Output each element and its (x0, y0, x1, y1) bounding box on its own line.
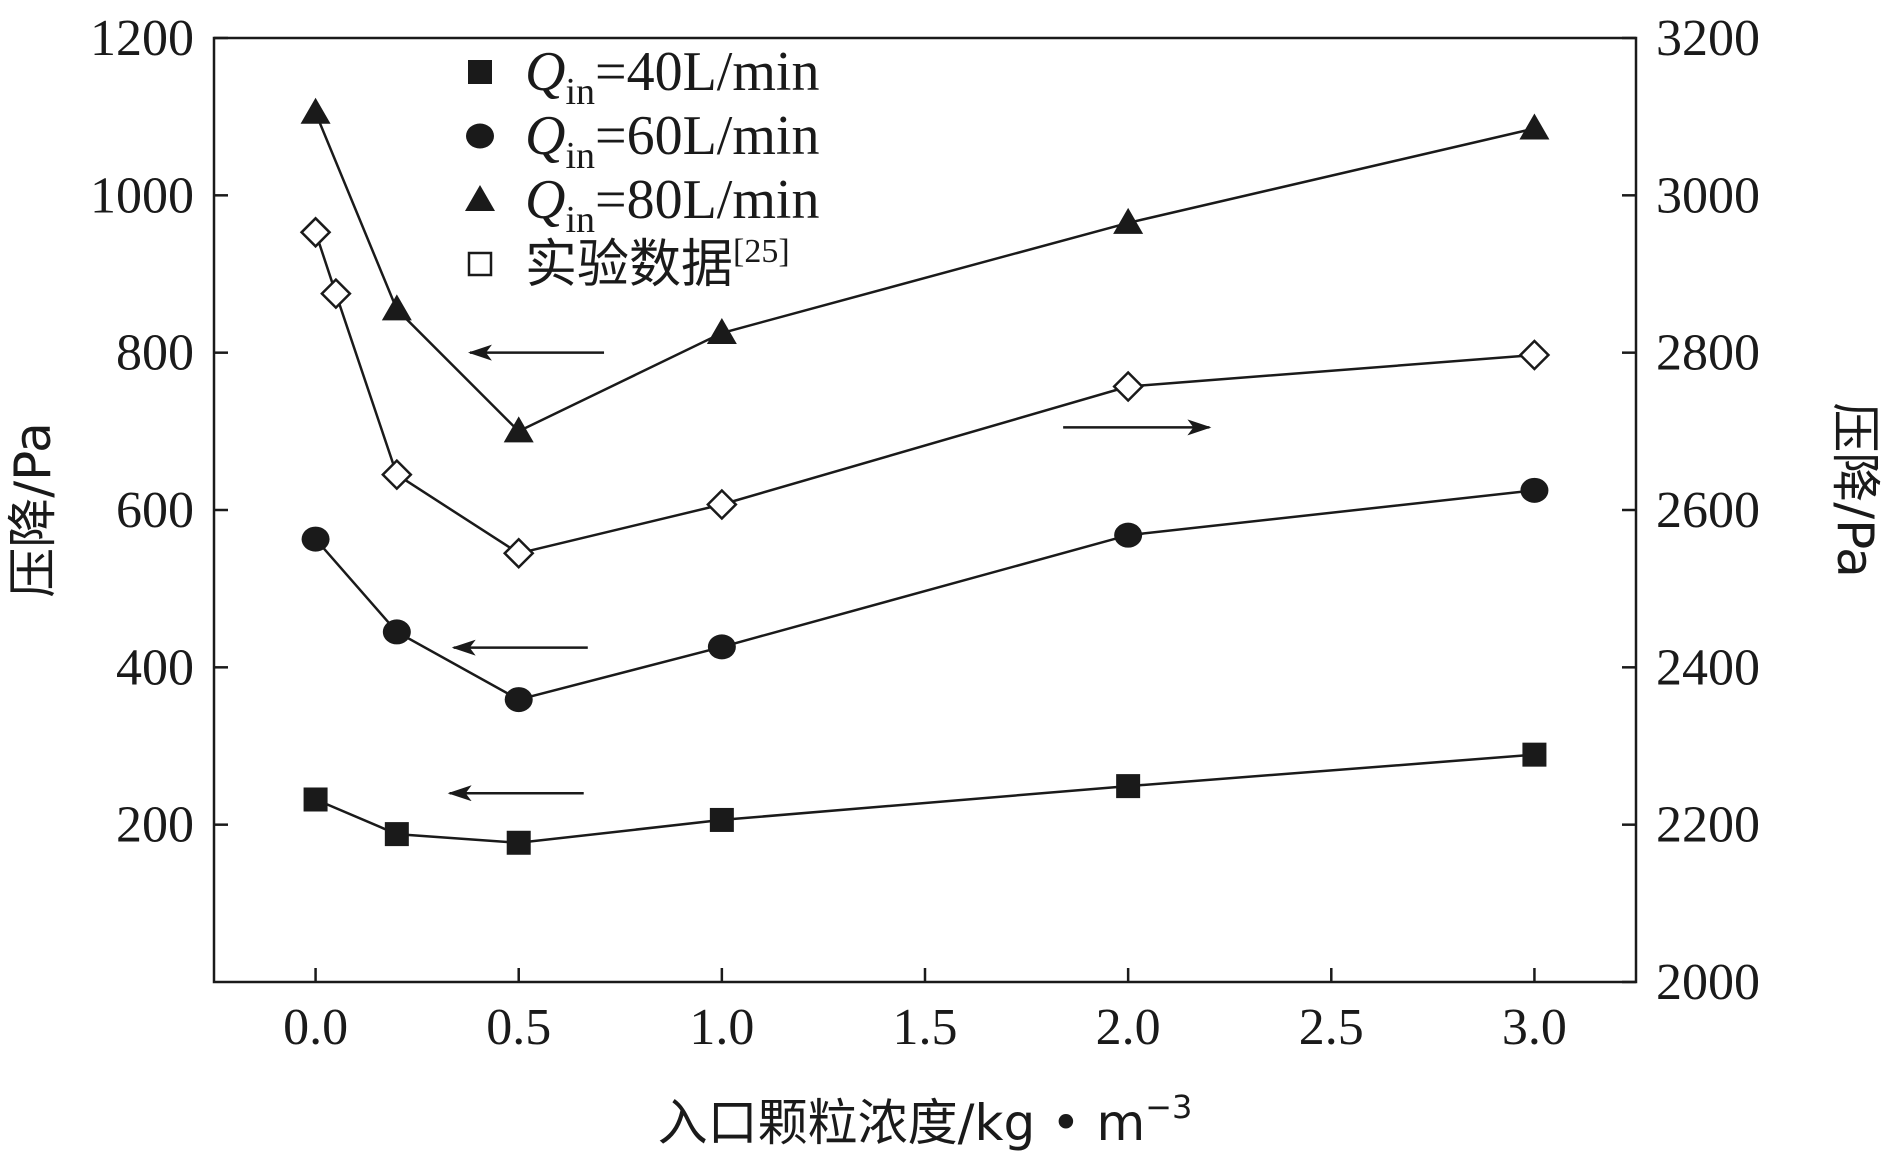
data-point (706, 488, 738, 521)
right-y-tick-label: 3000 (1656, 167, 1760, 224)
legend-marker (468, 60, 492, 84)
data-point (503, 416, 534, 443)
data-point (504, 687, 533, 713)
x-tick-label: 2.0 (1096, 999, 1161, 1056)
legend: Qin=40L/minQin=60L/minQin=80L/min实验数据[25… (465, 41, 819, 295)
left-y-axis-title: 压降/Pa (4, 422, 62, 597)
legend-marker (467, 251, 493, 277)
left-y-tick-label: 600 (116, 482, 194, 539)
left-y-axis-ticks: 200 400 600 800 1000 1200 (90, 10, 228, 854)
legend-item: Qin=40L/min (468, 41, 819, 113)
right-y-tick-label: 2400 (1656, 639, 1760, 696)
right-y-axis-ticks: 2000 2200 2400 2600 2800 3000 3200 (1622, 10, 1760, 1011)
data-point (1519, 113, 1550, 140)
series-1 (303, 742, 1547, 855)
legend-label: Qin=60L/min (525, 105, 819, 177)
legend-label: 实验数据[25] (525, 233, 790, 295)
plot-area-frame (212, 36, 1638, 984)
data-point (382, 619, 411, 645)
series-line (314, 112, 1535, 433)
data-point (303, 787, 328, 812)
legend-marker (466, 123, 494, 149)
series-4 (299, 216, 1551, 570)
left-y-tick-label: 200 (116, 797, 194, 854)
left-y-tick-label: 400 (116, 639, 194, 696)
series-3 (300, 97, 1550, 443)
data-point (1113, 207, 1144, 234)
legend-marker (465, 185, 495, 211)
x-tick-label: 2.5 (1299, 999, 1364, 1056)
left-y-tick-label: 1200 (90, 10, 194, 67)
legend-item: Qin=80L/min (465, 169, 819, 241)
data-point (384, 822, 409, 847)
data-point (1520, 477, 1549, 503)
right-y-tick-label: 2800 (1656, 325, 1760, 382)
series-line (315, 753, 1535, 845)
x-tick-label: 0.5 (486, 999, 551, 1056)
data-point (320, 277, 352, 310)
data-point (299, 216, 332, 249)
x-tick-label: 1.0 (689, 999, 754, 1056)
data-point (706, 318, 737, 344)
right-y-tick-label: 2000 (1656, 954, 1760, 1011)
x-axis-ticks: 0.0 0.5 1.0 1.5 2.0 2.5 3.0 (283, 968, 1567, 1056)
legend-label: Qin=40L/min (525, 41, 819, 113)
data-point (381, 294, 412, 321)
data-point (707, 634, 736, 660)
annotation-arrows (447, 344, 1212, 802)
right-y-axis-title: 压降/Pa (1826, 402, 1881, 577)
series-line (314, 231, 1535, 555)
right-y-tick-label: 3200 (1656, 10, 1760, 67)
data-point (300, 97, 331, 124)
left-y-tick-label: 800 (116, 325, 194, 382)
x-axis-title: 入口颗粒浓度/kg • m−3 (658, 1088, 1193, 1152)
series-layer (299, 97, 1551, 855)
legend-item: Qin=60L/min (466, 105, 819, 177)
data-point (1522, 742, 1547, 767)
right-y-tick-label: 2600 (1656, 482, 1760, 539)
x-tick-label: 0.0 (283, 999, 348, 1056)
legend-label: Qin=80L/min (525, 169, 819, 241)
data-point (301, 526, 330, 552)
left-y-tick-label: 1000 (90, 167, 194, 224)
data-point (709, 807, 734, 832)
legend-item: 实验数据[25] (467, 233, 790, 295)
data-point (381, 458, 413, 491)
data-point (1518, 339, 1551, 371)
series-line (314, 489, 1535, 701)
right-y-tick-label: 2200 (1656, 797, 1760, 854)
data-point (1114, 522, 1143, 548)
series-2 (301, 477, 1549, 713)
x-tick-label: 1.5 (893, 999, 958, 1056)
data-point (1112, 370, 1144, 403)
data-point (1116, 774, 1141, 799)
data-point (506, 830, 531, 855)
x-tick-label: 3.0 (1502, 999, 1567, 1056)
data-point (502, 537, 535, 570)
